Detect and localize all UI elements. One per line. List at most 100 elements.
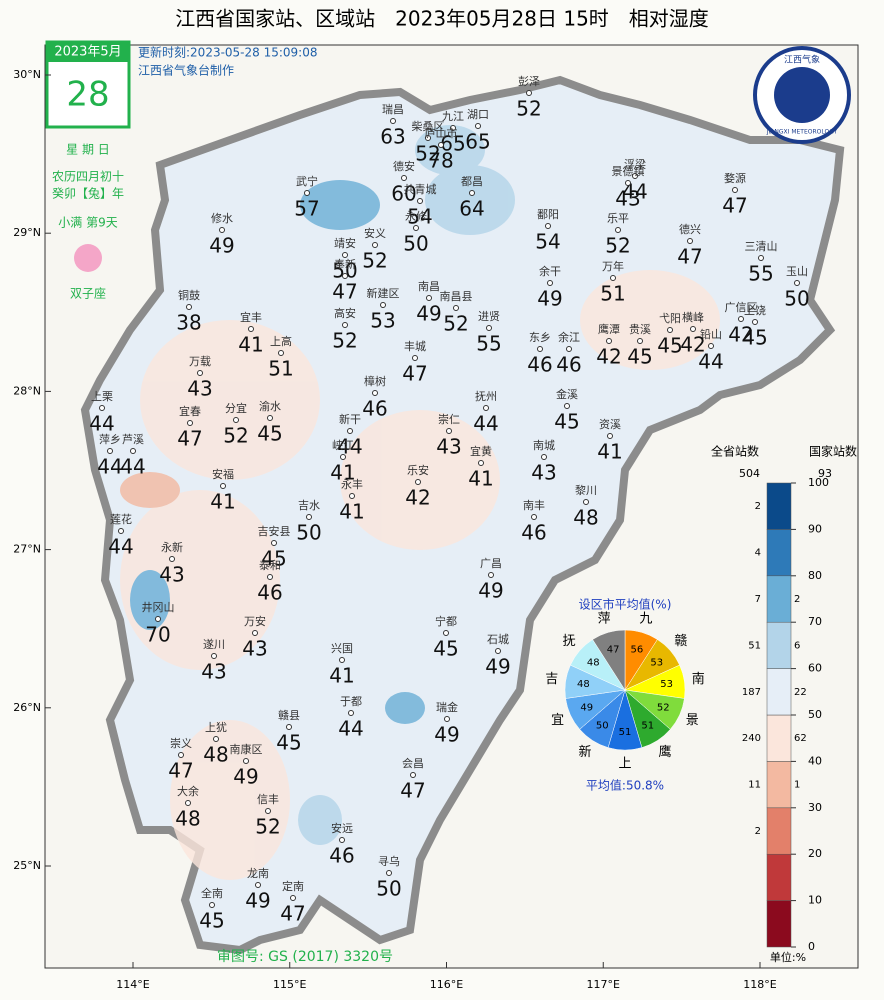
station-value: 49 [245, 889, 270, 913]
province-count: 240 [742, 733, 761, 744]
station-dot [413, 225, 419, 231]
station-dot [632, 173, 638, 179]
station-name: 铜鼓 [178, 288, 200, 302]
station-name: 渝水 [259, 399, 281, 413]
station-dot [637, 338, 643, 344]
station-name: 修水 [211, 211, 233, 225]
station-dot [425, 135, 431, 141]
legend-tick-label: 50 [808, 708, 822, 721]
station-name: 寻乌 [378, 854, 400, 868]
station-name: 浮梁 [624, 157, 646, 171]
station-value: 46 [362, 397, 387, 421]
station-dot [486, 325, 492, 331]
station-value: 65 [465, 130, 490, 154]
station-dot [390, 118, 396, 124]
legend-tick-label: 20 [808, 847, 822, 860]
legend-tick-label: 30 [808, 801, 822, 814]
station-name: 芦溪 [122, 433, 144, 446]
pie-name: 萍 [598, 611, 611, 626]
station-value: 41 [597, 440, 622, 464]
pie-name: 抚 [563, 634, 576, 649]
station-value: 52 [415, 142, 440, 166]
station-value: 51 [600, 282, 625, 306]
lat-label: 25°N [13, 859, 41, 872]
legend-tick-label: 80 [808, 569, 822, 582]
station-dot [219, 227, 225, 233]
station-dot [443, 630, 449, 636]
station-dot [220, 483, 226, 489]
station-value: 44 [473, 412, 498, 436]
lunar-date: 农历四月初十 [52, 170, 124, 184]
station-name: 萍乡 [99, 433, 121, 446]
lat-label: 30°N [13, 68, 41, 81]
station-value: 43 [531, 461, 556, 485]
station-dot [267, 574, 273, 580]
station-dot [426, 295, 432, 301]
station-name: 景德镇 [612, 164, 645, 178]
lon-label: 117°E [587, 978, 620, 991]
lunar-year: 癸卯【兔】年 [52, 186, 124, 201]
station-dot [271, 540, 277, 546]
station-value: 47 [168, 759, 193, 783]
station-name: 东乡 [529, 331, 551, 344]
station-value: 46 [521, 521, 546, 545]
station-dot [347, 428, 353, 434]
station-dot [610, 275, 616, 281]
station-value: 52 [605, 234, 630, 258]
station-name: 永修 [405, 209, 427, 223]
station-dot [444, 716, 450, 722]
station-dot [267, 415, 273, 421]
station-dot [185, 800, 191, 806]
legend-tick-label: 0 [808, 940, 815, 953]
legend-band [766, 807, 792, 855]
station-dot [178, 752, 184, 758]
station-value: 46 [329, 844, 354, 868]
station-name: 瑞金 [436, 700, 458, 714]
pie-name: 鹰 [658, 744, 671, 760]
station-value: 43 [615, 187, 640, 211]
station-name: 柴桑区 [412, 119, 445, 133]
national-count: 1 [794, 780, 800, 791]
station-value: 45 [554, 410, 579, 434]
station-value: 49 [233, 765, 258, 789]
province-count: 11 [748, 780, 761, 791]
station-dot [738, 316, 744, 322]
station-dot [349, 493, 355, 499]
station-dot [450, 125, 456, 131]
station-dot [348, 710, 354, 716]
station-name: 遂川 [203, 637, 225, 651]
station-value: 41 [330, 461, 355, 485]
station-dot [339, 837, 345, 843]
station-dot [412, 355, 418, 361]
station-value: 50 [296, 521, 321, 545]
station-name: 峡江 [332, 438, 354, 452]
pie-name: 景 [686, 713, 699, 728]
station-name: 鹰潭 [598, 322, 620, 336]
station-value: 44 [108, 535, 133, 559]
humidity-field [120, 125, 720, 880]
station-dot [446, 428, 452, 434]
national-header: 国家站数 [809, 444, 857, 459]
pie-value: 48 [577, 679, 590, 690]
station-name: 吉水 [298, 499, 320, 512]
station-dot [732, 187, 738, 193]
station-name: 万载 [189, 355, 211, 368]
station-value: 46 [527, 353, 552, 377]
weekday: 星 期 日 [66, 143, 110, 157]
station-value: 60 [391, 182, 416, 206]
solar-term: 小满 第9天 [58, 216, 117, 230]
station-dot [537, 346, 543, 352]
station-name: 弋阳 [659, 312, 681, 325]
station-name: 安福 [212, 467, 234, 481]
station-name: 兴国 [331, 642, 353, 655]
station-value: 44 [698, 350, 723, 374]
station-name: 安义 [364, 226, 386, 240]
station-name: 新建区 [367, 286, 400, 300]
station-name: 万安 [244, 614, 266, 628]
station-value: 47 [402, 362, 427, 386]
station-name: 南昌 [418, 280, 440, 293]
station-dot [545, 223, 551, 229]
lon-label: 118°E [743, 978, 776, 991]
station-name: 乐安 [407, 463, 429, 477]
station-value: 44 [120, 455, 145, 479]
